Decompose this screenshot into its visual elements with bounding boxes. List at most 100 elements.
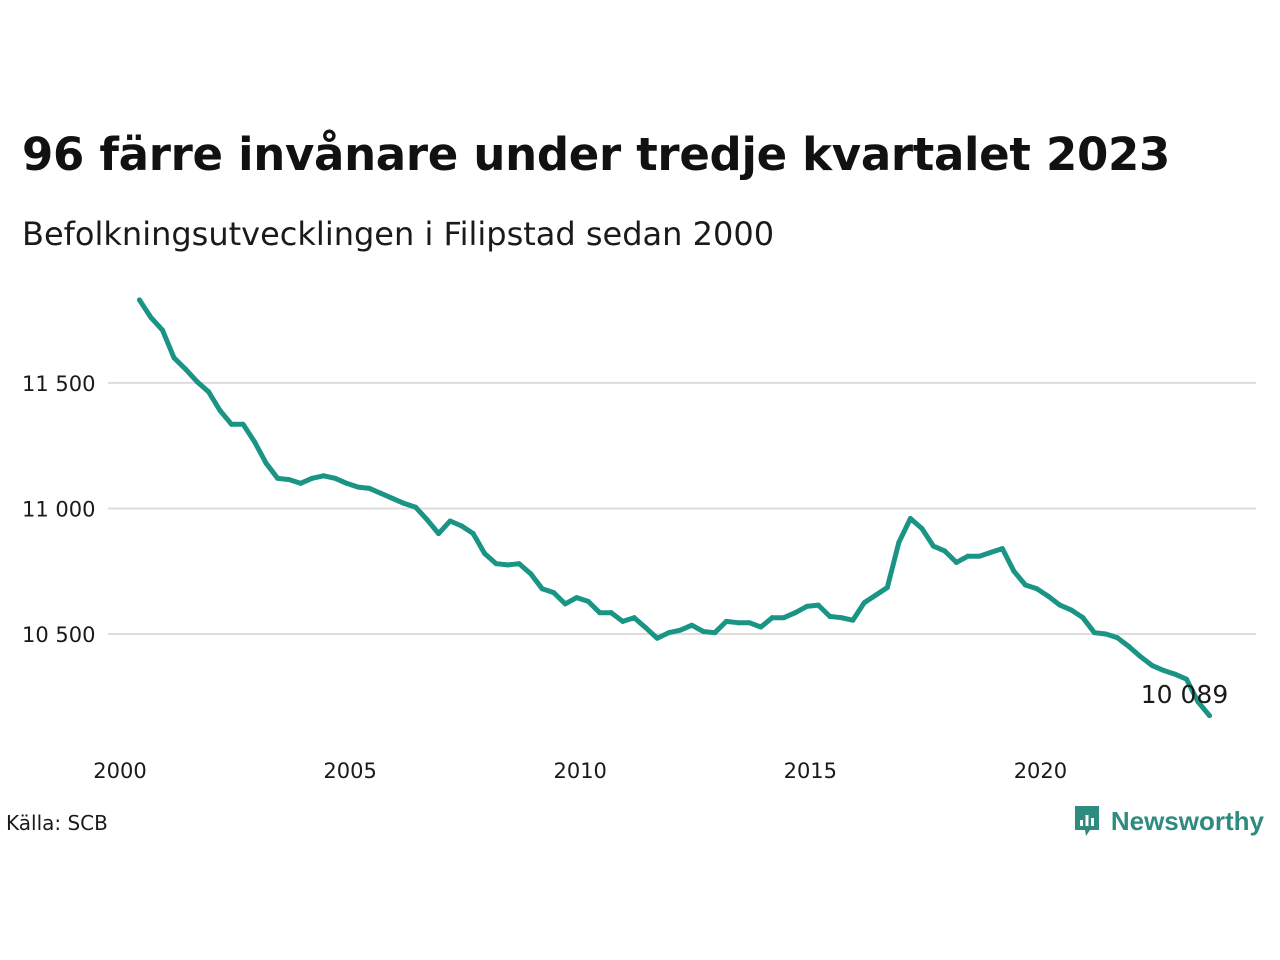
data-point: [666, 630, 672, 636]
data-point: [620, 618, 626, 624]
data-point: [1091, 630, 1097, 636]
x-tick-label: 2010: [553, 759, 606, 783]
data-point: [1011, 568, 1017, 574]
data-point: [1183, 676, 1189, 682]
data-point: [378, 490, 384, 496]
newsworthy-logo-icon: [1074, 806, 1099, 836]
data-point: [194, 379, 200, 385]
data-point: [217, 408, 223, 414]
x-axis-ticks: 2000 2005 2010 2015 2020: [93, 759, 1067, 783]
y-tick-label: 11 000: [22, 497, 95, 521]
data-point: [1137, 654, 1143, 660]
data-point: [447, 518, 453, 524]
data-point: [263, 460, 269, 466]
data-point: [792, 610, 798, 616]
data-point: [229, 421, 235, 427]
data-point: [815, 602, 821, 608]
data-point: [309, 475, 315, 481]
data-point: [850, 617, 856, 623]
series-line: [137, 297, 1212, 719]
grid-lines: [108, 381, 1256, 635]
data-point: [608, 610, 614, 616]
data-point: [1022, 582, 1028, 588]
data-point: [1206, 713, 1212, 719]
x-tick-label: 2005: [323, 759, 376, 783]
end-value-label: 10 089: [1141, 680, 1228, 709]
data-point: [643, 625, 649, 631]
series-layer: [137, 297, 1212, 719]
data-point: [1068, 607, 1074, 613]
data-point: [240, 421, 246, 427]
data-point: [1195, 699, 1201, 705]
data-point: [861, 600, 867, 606]
data-point: [597, 610, 603, 616]
data-point: [1114, 635, 1120, 641]
data-point: [930, 543, 936, 549]
data-point: [1160, 667, 1166, 673]
data-point: [631, 615, 637, 621]
data-point: [551, 590, 557, 596]
data-point: [516, 561, 522, 567]
data-point: [539, 586, 545, 592]
x-tick-label: 2015: [784, 759, 837, 783]
brand-name: Newsworthy: [1110, 805, 1264, 836]
chart-subtitle: Befolkningsutvecklingen i Filipstad seda…: [22, 215, 775, 253]
data-point: [528, 571, 534, 577]
data-point: [838, 615, 844, 621]
data-point: [160, 327, 166, 333]
data-point: [401, 500, 407, 506]
data-point: [367, 485, 373, 491]
data-point: [873, 592, 879, 598]
y-axis-ticks: 10 500 11 000 11 500: [22, 372, 95, 647]
data-point: [424, 517, 430, 523]
data-point: [482, 551, 488, 557]
data-point: [781, 615, 787, 621]
data-point: [746, 620, 752, 626]
data-point: [344, 480, 350, 486]
data-point: [562, 601, 568, 607]
data-point: [942, 548, 948, 554]
data-point: [700, 628, 706, 634]
data-point: [183, 366, 189, 372]
data-point: [252, 439, 258, 445]
data-point: [827, 613, 833, 619]
data-point: [585, 598, 591, 604]
data-point: [321, 473, 327, 479]
data-point: [654, 635, 660, 641]
data-point: [298, 480, 304, 486]
data-point: [459, 523, 465, 529]
source-note: Källa: SCB: [6, 811, 108, 835]
brand-logo[interactable]: Newsworthy: [1073, 804, 1264, 838]
data-point: [769, 615, 775, 621]
data-point: [275, 475, 281, 481]
data-point: [332, 475, 338, 481]
data-point: [758, 624, 764, 630]
data-point: [574, 595, 580, 601]
data-point: [677, 627, 683, 633]
data-point: [493, 561, 499, 567]
label-layer: 10 089: [1141, 680, 1228, 709]
data-point: [1057, 602, 1063, 608]
data-point: [953, 559, 959, 565]
x-tick-label: 2000: [93, 759, 146, 783]
chart-title: 96 färre invånare under tredje kvartalet…: [22, 128, 1171, 181]
data-point: [413, 504, 419, 510]
data-point: [470, 531, 476, 537]
data-point: [976, 553, 982, 559]
data-point: [1034, 586, 1040, 592]
x-tick-label: 2020: [1014, 759, 1067, 783]
data-point: [171, 355, 177, 361]
data-point: [907, 515, 913, 521]
data-point: [206, 389, 212, 395]
data-point: [390, 495, 396, 501]
data-point: [286, 477, 292, 483]
data-point: [1149, 662, 1155, 668]
data-point: [1172, 671, 1178, 677]
data-point: [999, 546, 1005, 552]
data-point: [723, 618, 729, 624]
data-point: [355, 484, 361, 490]
data-point: [1103, 631, 1109, 637]
data-point: [148, 315, 154, 321]
data-point: [735, 620, 741, 626]
